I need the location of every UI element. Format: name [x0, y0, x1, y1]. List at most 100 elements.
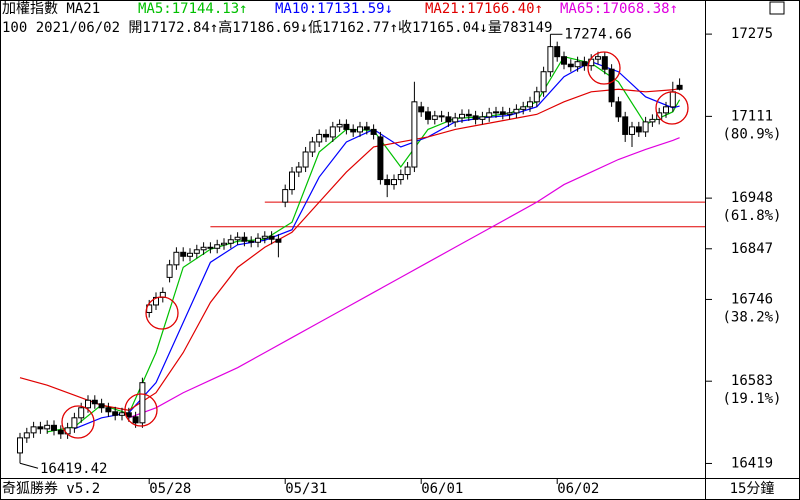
- candle-body: [629, 126, 635, 135]
- fib-label: (38.2%): [722, 309, 781, 325]
- candle-body: [425, 111, 431, 120]
- candle-body: [282, 189, 289, 203]
- circle: [655, 91, 689, 125]
- x-tick-label: 05/31: [285, 481, 327, 497]
- candle-body: [139, 382, 146, 424]
- candle-body: [98, 403, 105, 409]
- low-pointer: [19, 462, 39, 469]
- candle-body: [472, 115, 479, 120]
- candle-body: [397, 174, 404, 181]
- candle-body: [255, 237, 261, 243]
- candle-body: [363, 126, 370, 130]
- candle-body: [78, 407, 85, 419]
- high-label: 17274.66: [564, 26, 631, 42]
- chart-title: 加權指數 MA21: [2, 1, 100, 17]
- candle-body: [635, 126, 642, 133]
- fib-label: (61.8%): [722, 208, 781, 224]
- x-tick-label: 06/01: [421, 481, 463, 497]
- candle-body: [486, 112, 493, 118]
- low-label: 16419.42: [40, 461, 107, 477]
- ma-legend: MA21:17166.40↑: [425, 1, 543, 17]
- ma-line: [74, 61, 680, 430]
- ma-legend: MA5:17144.13↑: [138, 1, 248, 17]
- candle-body: [193, 249, 200, 254]
- candle-body: [207, 246, 214, 249]
- candle-body: [316, 133, 323, 143]
- candle-body: [85, 399, 91, 409]
- quote: 100 2021/06/02 開17172.84↑高17186.69↓低1716…: [2, 19, 552, 36]
- candle-body: [601, 56, 608, 70]
- candle-body: [302, 151, 309, 168]
- candle-body: [465, 113, 472, 117]
- x-tick-label: 06/02: [557, 481, 599, 497]
- y-tick-label: 17111: [731, 108, 773, 124]
- candle-body: [663, 106, 669, 114]
- candle-body: [595, 56, 601, 60]
- x-tick-label: 05/28: [149, 481, 191, 497]
- y-tick-label: 16746: [731, 291, 773, 307]
- brand: 奇狐勝券 v5.2: [2, 480, 100, 497]
- candle-body: [329, 126, 336, 138]
- candle-body: [520, 106, 527, 110]
- candle-body: [404, 166, 411, 176]
- candle-body: [275, 238, 282, 243]
- ma-line: [19, 87, 680, 411]
- candle-body: [241, 236, 248, 242]
- candle-body: [418, 106, 425, 113]
- candle-body: [452, 117, 459, 123]
- candle-body: [377, 136, 384, 181]
- candle-body: [391, 179, 397, 186]
- candle-body: [608, 68, 615, 103]
- candle-body: [173, 251, 180, 266]
- candle-body: [180, 251, 187, 257]
- candle-body: [200, 246, 207, 251]
- candle-body: [431, 115, 438, 120]
- candle-body: [527, 101, 533, 108]
- candle-body: [357, 126, 363, 133]
- candle-body: [676, 84, 683, 90]
- ma-legend: MA65:17068.38↑: [560, 1, 678, 17]
- circle: [61, 405, 95, 439]
- candle-body: [656, 112, 663, 120]
- candle-body: [153, 296, 159, 306]
- candle-body: [567, 63, 574, 68]
- candle-body: [574, 61, 581, 68]
- candle-body: [622, 116, 629, 135]
- candle-body: [44, 424, 51, 430]
- candle-body: [221, 242, 227, 246]
- candle-body: [166, 264, 173, 278]
- period: 15分鐘: [730, 480, 775, 497]
- candle-body: [350, 128, 357, 133]
- candle-body: [132, 416, 139, 424]
- candle-body: [669, 91, 676, 108]
- candle-body: [499, 111, 506, 115]
- candle-body: [493, 111, 499, 114]
- candle-body: [125, 412, 132, 418]
- circle: [587, 51, 621, 85]
- candle-body: [23, 432, 30, 439]
- candle-body: [642, 121, 649, 133]
- candle-body: [187, 252, 193, 257]
- candle-body: [533, 91, 540, 103]
- candle-body: [261, 235, 268, 239]
- candle-body: [554, 46, 561, 58]
- candle-body: [91, 399, 98, 405]
- candle-body: [17, 437, 23, 454]
- window-icon[interactable]: [769, 1, 785, 15]
- candle-body: [445, 116, 452, 123]
- candle-body: [214, 244, 221, 249]
- candle-body: [30, 426, 37, 434]
- candle-body: [547, 46, 554, 73]
- ma-legend: MA10:17131.59↓: [275, 1, 393, 17]
- fib-label: (80.9%): [722, 126, 781, 142]
- candle-body: [37, 426, 44, 430]
- fib-label: (19.1%): [722, 391, 781, 407]
- y-tick-label: 16419: [731, 455, 773, 471]
- ma-line: [128, 137, 680, 419]
- plot: [17, 34, 705, 464]
- candle-body: [268, 235, 275, 240]
- candle-body: [615, 101, 622, 118]
- y-tick-label: 16948: [731, 190, 773, 206]
